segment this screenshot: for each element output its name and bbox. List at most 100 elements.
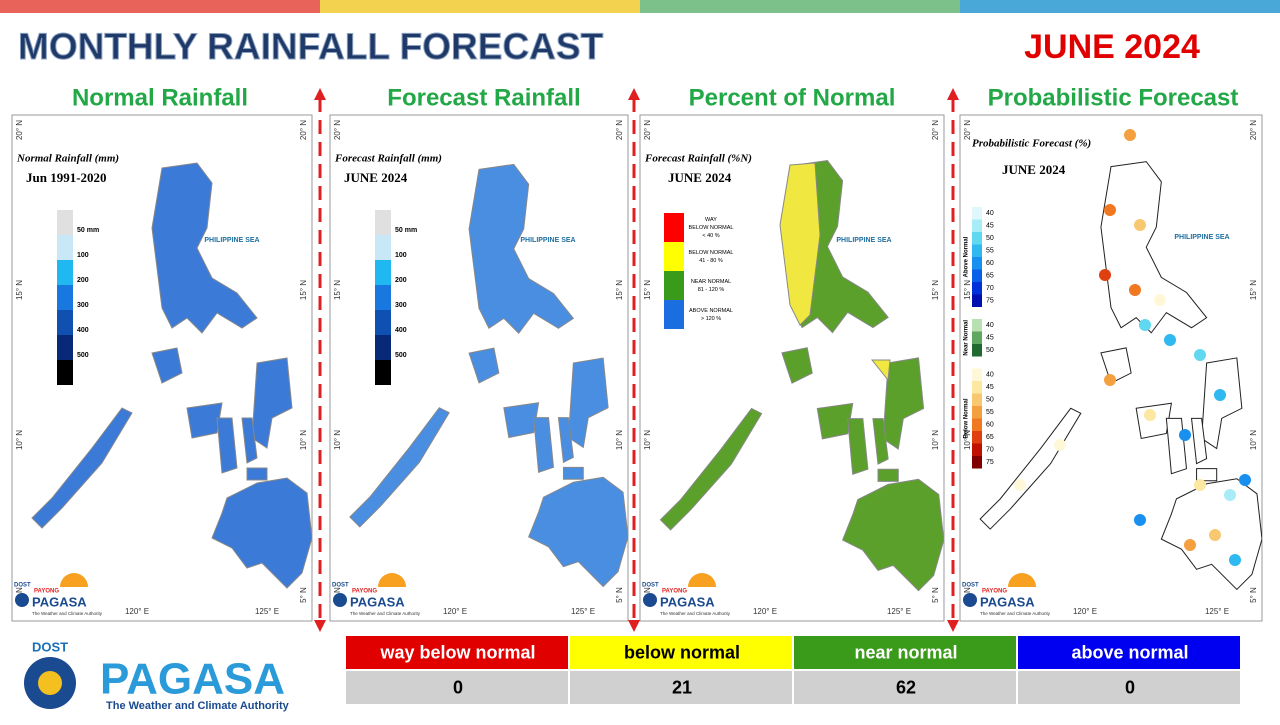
logo-icon (643, 593, 657, 607)
legend-label: 50 mm (77, 227, 99, 234)
legend-label: 60 (986, 260, 994, 267)
station-dot (1184, 539, 1196, 551)
stripe (640, 0, 960, 13)
table-value: 62 (896, 677, 916, 697)
station-dot (1209, 529, 1221, 541)
station-dot (1224, 489, 1236, 501)
lon-label: 120° E (125, 607, 149, 616)
legend-label: 45 (986, 335, 994, 342)
legend-swatch (375, 235, 391, 260)
legend-label: > 120 % (701, 316, 721, 322)
lat-label: 20° N (931, 120, 940, 140)
legend-swatch (972, 207, 982, 220)
footer-tagline: The Weather and Climate Authority (106, 700, 290, 712)
legend-swatch (972, 257, 982, 270)
station-dot (1054, 439, 1066, 451)
legend-group: Near Normal (964, 320, 970, 356)
station-dot (1129, 284, 1141, 296)
legend-swatch (375, 260, 391, 285)
footer-icon-inner (38, 671, 62, 695)
legend-label: 500 (395, 352, 407, 359)
lat-label: 10° N (615, 430, 624, 450)
station-dot (1239, 474, 1251, 486)
logo-dost: DOST (642, 583, 659, 589)
legend-swatch (57, 260, 73, 285)
map-subtitle: JUNE 2024 (344, 170, 408, 185)
map-title: Normal Rainfall (mm) (16, 153, 119, 165)
lat-label: 10° N (333, 430, 342, 450)
legend-swatch (57, 310, 73, 335)
map-panel: 20° N20° N15° N15° N10° N10° N5° N5° N12… (639, 114, 945, 622)
divider-arrow (628, 88, 640, 100)
sea-label: PHILIPPINE SEA (520, 237, 575, 244)
logo-icon (15, 593, 29, 607)
table-header: way below normal (379, 642, 535, 662)
legend-swatch (664, 213, 684, 242)
divider-arrow (314, 88, 326, 100)
logo-tagline: The Weather and Climate Authority (350, 611, 421, 616)
lat-label: 15° N (299, 280, 308, 300)
map-panel: 20° N20° N15° N15° N10° N10° N5° N5° N12… (329, 114, 629, 622)
map-subtitle: JUNE 2024 (1002, 162, 1066, 177)
legend-swatch (972, 456, 982, 469)
lon-label: 120° E (1073, 607, 1097, 616)
lon-label: 125° E (571, 607, 595, 616)
logo-dost: DOST (332, 583, 349, 589)
lat-label: 15° N (15, 280, 24, 300)
legend-label: 65 (986, 434, 994, 441)
station-dot (1014, 479, 1026, 491)
legend-label: 40 (986, 210, 994, 217)
lat-label: 10° N (299, 430, 308, 450)
lat-label: 10° N (643, 430, 652, 450)
sea-label: PHILIPPINE SEA (204, 237, 259, 244)
lon-label: 125° E (1205, 607, 1229, 616)
table-header-cell (794, 636, 1016, 669)
legend-swatch (972, 319, 982, 332)
legend-label: 55 (986, 409, 994, 416)
period: JUNE 2024 (1024, 28, 1200, 66)
lon-label: 120° E (443, 607, 467, 616)
legend-swatch (972, 418, 982, 431)
lat-label: 10° N (931, 430, 940, 450)
station-dot (1214, 389, 1226, 401)
legend-swatch (972, 443, 982, 456)
slide-title: MONTHLY RAINFALL FORECAST (18, 26, 604, 67)
legend-label: < 40 % (702, 233, 719, 239)
legend-label: WAY (705, 217, 717, 223)
legend-swatch (57, 335, 73, 360)
map-overlay (779, 162, 891, 382)
panel-title: Normal Rainfall (72, 84, 248, 111)
legend-swatch (972, 406, 982, 419)
logo-dost: DOST (962, 583, 979, 589)
legend-swatch (57, 235, 73, 260)
station-dot (1179, 429, 1191, 441)
legend-swatch (664, 271, 684, 300)
lat-label: 20° N (15, 120, 24, 140)
logo-tagline: The Weather and Climate Authority (32, 611, 103, 616)
legend-label: 60 (986, 422, 994, 429)
logo-umbrella (1008, 573, 1036, 587)
legend-label: 75 (986, 459, 994, 466)
legend-label: 500 (77, 352, 89, 359)
legend-label: 70 (986, 285, 994, 292)
logo-umbrella (688, 573, 716, 587)
legend-label: 50 (986, 235, 994, 242)
legend-label: 100 (77, 252, 89, 259)
sea-label: PHILIPPINE SEA (836, 237, 891, 244)
station-dot (1164, 334, 1176, 346)
legend-label: 400 (395, 327, 407, 334)
legend-label: 45 (986, 384, 994, 391)
lat-label: 5° N (299, 587, 308, 603)
legend-label: 40 (986, 322, 994, 329)
table-cell (570, 671, 792, 704)
lat-label: 20° N (1249, 120, 1258, 140)
table-value: 0 (1125, 677, 1135, 697)
station-dot (1194, 479, 1206, 491)
legend-swatch (972, 431, 982, 444)
logo-payong: PAYONG (982, 589, 1007, 595)
legend-label: 50 (986, 397, 994, 404)
lat-label: 5° N (1249, 587, 1258, 603)
legend-label: 55 (986, 248, 994, 255)
footer-pagasa: PAGASA (100, 655, 285, 704)
